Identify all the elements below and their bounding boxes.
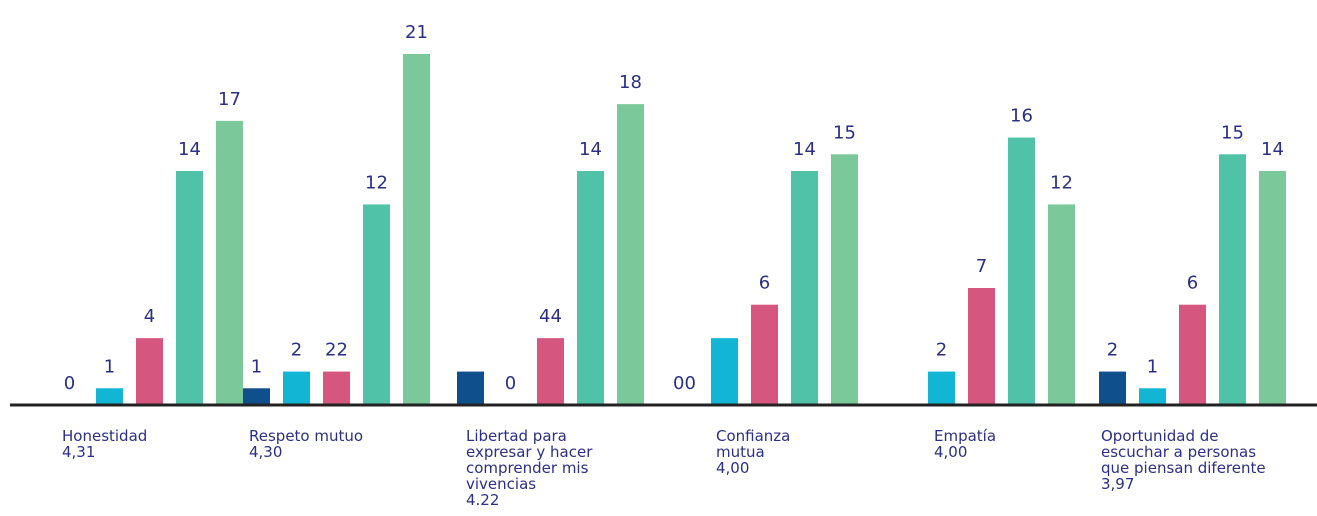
value-label-5-4: 14 bbox=[1261, 139, 1284, 160]
value-label-2-2: 44 bbox=[539, 306, 562, 327]
category-label-3: Confianza mutua 4,00 bbox=[716, 428, 790, 476]
value-label-0-4: 17 bbox=[218, 89, 241, 110]
value-label-1-3: 12 bbox=[365, 172, 388, 193]
bar-5-2 bbox=[1179, 304, 1206, 405]
bar-5-0 bbox=[1099, 371, 1126, 405]
bar-4-4 bbox=[1048, 204, 1075, 405]
bar-4-1 bbox=[928, 371, 955, 405]
category-score: 4,00 bbox=[716, 459, 750, 477]
bar-4-2 bbox=[968, 288, 995, 405]
value-label-2-3: 14 bbox=[579, 139, 602, 160]
bar-2-2 bbox=[537, 338, 564, 405]
bar-1-1 bbox=[283, 371, 310, 405]
category-score: 3,97 bbox=[1101, 475, 1135, 493]
category-label-1: Respeto mutuo 4,30 bbox=[249, 428, 363, 460]
bar-2-3 bbox=[577, 171, 604, 405]
category-label-2: Libertad para expresar y hacer comprender … bbox=[466, 428, 592, 508]
bar-3-4 bbox=[831, 154, 858, 405]
bar-5-1 bbox=[1139, 388, 1166, 405]
value-label-0-3: 14 bbox=[178, 139, 201, 160]
value-label-3-4: 15 bbox=[833, 122, 856, 143]
category-line: Empatía bbox=[934, 427, 997, 445]
bar-3-1 bbox=[711, 338, 738, 405]
bar-5-3 bbox=[1219, 154, 1246, 405]
value-label-1-4: 21 bbox=[405, 22, 428, 43]
bar-0-4 bbox=[216, 120, 243, 405]
category-score: 4,30 bbox=[249, 443, 283, 461]
category-line: comprender mis bbox=[466, 459, 589, 477]
category-line: que piensan diferente bbox=[1101, 459, 1266, 477]
category-score: 4,31 bbox=[62, 443, 96, 461]
category-line: Honestidad bbox=[62, 427, 148, 445]
category-line: mutua bbox=[716, 443, 765, 461]
bar-2-4 bbox=[617, 104, 644, 406]
bar-3-3 bbox=[791, 171, 818, 405]
category-line: escuchar a personas bbox=[1101, 443, 1257, 461]
value-label-1-0: 1 bbox=[251, 356, 262, 377]
value-label-4-4: 12 bbox=[1050, 172, 1073, 193]
bar-1-3 bbox=[363, 204, 390, 405]
value-label-1-2: 22 bbox=[325, 340, 348, 361]
category-label-4: Empatía 4,00 bbox=[934, 428, 996, 460]
value-label-0-2: 4 bbox=[144, 306, 155, 327]
value-label-4-2: 7 bbox=[976, 256, 987, 277]
bar-4-3 bbox=[1008, 137, 1035, 406]
value-label-5-1: 1 bbox=[1147, 356, 1158, 377]
value-label-1-1: 2 bbox=[291, 340, 302, 361]
value-label-2-1: 0 bbox=[505, 373, 516, 394]
category-score: 4,00 bbox=[934, 443, 968, 461]
category-line: expresar y hacer bbox=[466, 443, 593, 461]
value-label-3-2: 6 bbox=[759, 273, 770, 294]
value-label-4-1: 2 bbox=[936, 340, 947, 361]
bar-0-1 bbox=[96, 388, 123, 405]
value-label-4-3: 16 bbox=[1010, 106, 1033, 127]
bars-layer bbox=[96, 54, 1286, 406]
bar-2-0 bbox=[457, 371, 484, 405]
category-line: Respeto mutuo bbox=[249, 427, 364, 445]
category-label-5: Oportunidad de escuchar a personas que pie… bbox=[1101, 428, 1266, 492]
value-label-3-0: 00 bbox=[673, 373, 696, 394]
value-label-0-0: 0 bbox=[64, 373, 75, 394]
value-label-5-0: 2 bbox=[1107, 340, 1118, 361]
category-line: Libertad para bbox=[466, 427, 567, 445]
value-label-3-3: 14 bbox=[793, 139, 816, 160]
category-line: vivencias bbox=[466, 475, 537, 493]
category-score: 4.22 bbox=[466, 491, 500, 509]
value-label-5-2: 6 bbox=[1187, 273, 1198, 294]
value-label-5-3: 15 bbox=[1221, 122, 1244, 143]
bar-1-2 bbox=[323, 371, 350, 405]
category-line: Confianza bbox=[716, 427, 791, 445]
value-label-2-4: 18 bbox=[619, 72, 642, 93]
bar-0-3 bbox=[176, 171, 203, 405]
category-label-0: Honestidad 4,31 bbox=[62, 428, 147, 460]
bar-3-2 bbox=[751, 304, 778, 405]
value-label-0-1: 1 bbox=[104, 356, 115, 377]
bar-1-0 bbox=[243, 388, 270, 405]
bar-5-4 bbox=[1259, 171, 1286, 405]
bar-1-4 bbox=[403, 54, 430, 405]
bar-0-2 bbox=[136, 338, 163, 405]
category-line: Oportunidad de bbox=[1101, 427, 1219, 445]
